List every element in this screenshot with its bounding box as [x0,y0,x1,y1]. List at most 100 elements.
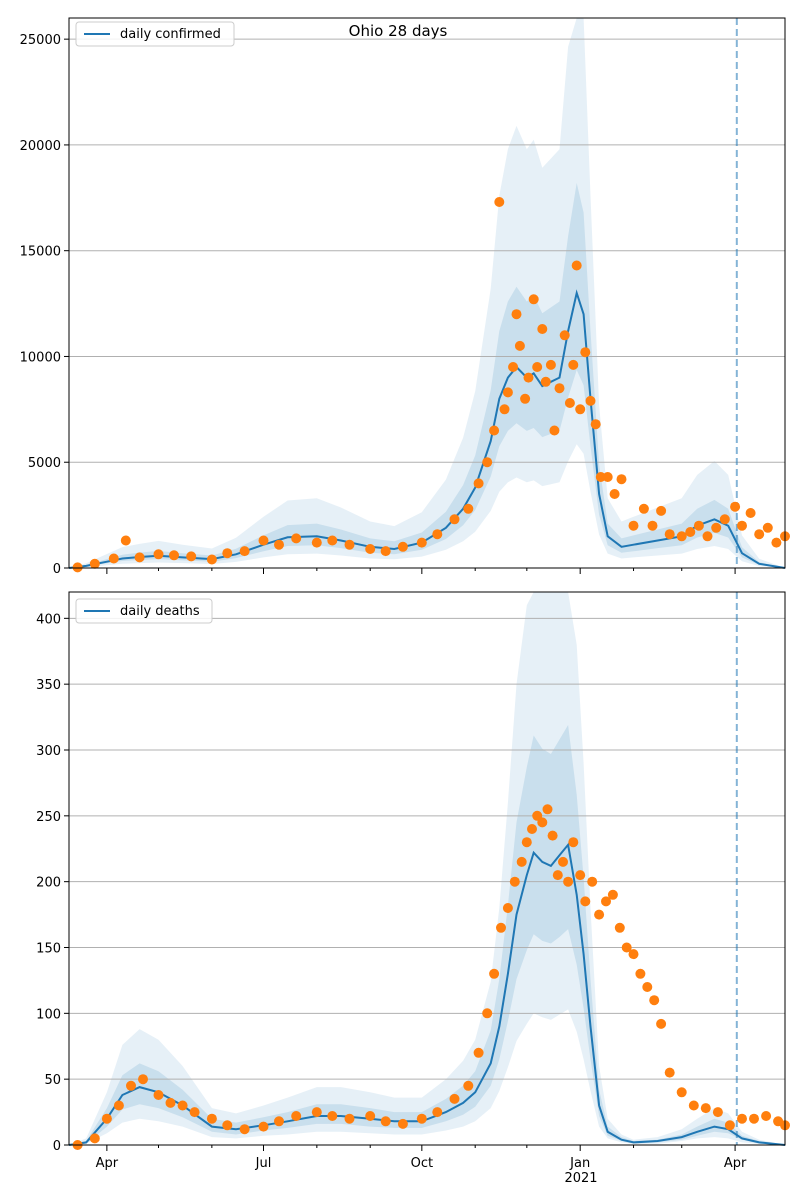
axes-frame [68,591,786,1146]
data-point [432,1107,443,1118]
data-point [621,942,632,953]
data-point [590,419,601,430]
data-point [563,876,574,887]
x-tick-label: Apr [724,1156,747,1171]
data-point [449,514,460,525]
data-point [344,539,355,550]
y-tick-label: 0 [53,1139,61,1154]
data-point [397,1118,408,1129]
data-point [239,1124,250,1135]
x-tick-label: Jul [255,1156,272,1171]
legend-box [75,598,213,624]
data-point [327,1111,338,1121]
data-point [568,359,579,370]
data-point [222,1120,233,1131]
median-path [68,842,786,1146]
y-tick-label: 15000 [20,245,61,260]
data-point [496,922,506,933]
x-axis: 2021 Apr Jul Oct Jan Apr [96,1145,747,1186]
panel-confirmed: 0 5000 10000 15000 20000 25000 daily confirme… [20,17,790,577]
data-point [564,398,575,408]
data-point [628,949,639,960]
data-point [554,383,565,394]
data-point [638,503,649,514]
data-point [169,550,179,561]
data-point [138,1074,148,1085]
data-point [664,1067,675,1078]
legend-label: daily confirmed [120,27,221,42]
band-outer [69,18,785,568]
data-point [473,1047,484,1058]
data-point [258,1121,269,1132]
data-point [540,376,551,387]
data-point [153,549,164,560]
data-point [719,514,730,525]
y-tick-label: 50 [44,1073,61,1088]
data-point [649,995,660,1006]
data-point [274,539,284,550]
data-point [502,387,513,398]
confidence-bands [69,592,785,1145]
legend-box [75,21,235,47]
data-point [575,404,586,415]
data-point [558,856,568,867]
data-point [602,472,613,482]
data-point [239,546,250,557]
data-point [614,922,625,933]
data-point [521,837,532,848]
y-tick-label: 0 [53,562,61,577]
data-point [380,1116,391,1127]
axes-frame [68,17,786,569]
data-point [186,551,197,562]
x-year-label: 2021 [564,1171,597,1186]
data-point [514,340,525,351]
data-point [642,982,653,992]
data-point [537,817,548,828]
data-point [206,554,217,565]
data-point [559,330,570,341]
data-point [291,533,302,544]
data-point [511,309,522,320]
data-point [571,260,582,271]
y-tick-label: 100 [36,1007,61,1022]
data-point [676,1087,687,1098]
y-tick-label: 400 [36,612,61,627]
data-point [327,535,338,546]
figure-title: Ohio 28 days [349,22,448,40]
data-point [494,197,505,207]
data-point [189,1107,200,1118]
data-point [737,520,747,531]
median-line [68,842,786,1146]
x-tick-label: Oct [411,1156,433,1171]
data-point [416,537,427,548]
y-tick-label: 250 [36,810,61,825]
band-outer [69,592,785,1145]
data-point [730,501,741,512]
data-point [523,372,534,383]
data-point [432,529,443,540]
data-point [449,1093,460,1104]
data-point [749,1113,759,1124]
data-point [126,1080,136,1091]
data-point [520,393,531,404]
data-point [463,503,474,514]
y-tick-label: 10000 [20,350,61,365]
data-point [761,1111,772,1121]
data-point [575,870,586,881]
panel-deaths: 0 50 100 150 200 250 300 350 400 2021 Apr Jul Oct J… [36,591,790,1186]
data-point [311,1107,322,1118]
data-point [754,529,765,540]
data-point [609,489,620,499]
data-point [580,347,591,358]
data-point [635,968,646,979]
data-point [587,876,598,887]
data-point [595,472,606,482]
data-point [489,425,500,436]
y-tick-label: 200 [36,876,61,891]
data-point [594,909,605,920]
data-point [502,903,513,913]
data-point [664,529,675,540]
data-point [416,1113,427,1124]
data-point [89,558,100,569]
y-tick-label: 20000 [20,139,61,154]
